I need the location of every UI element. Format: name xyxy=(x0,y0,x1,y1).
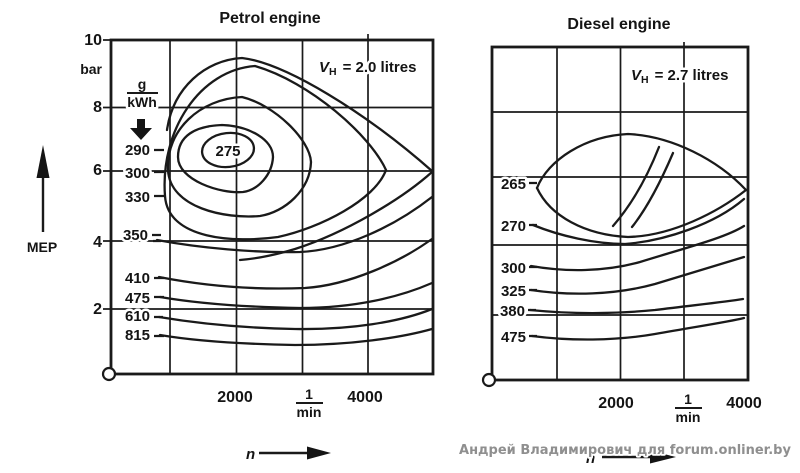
petrol-label-350: 350 xyxy=(123,227,148,244)
petrol-full-load-curve xyxy=(165,56,434,173)
petrol-contour-610 xyxy=(157,307,434,331)
diesel-contour-270 xyxy=(531,197,746,246)
petrol-ytick-6: 6 xyxy=(93,162,102,179)
petrol-y-axis-labels: 10 bar 8 6 4 2 xyxy=(80,32,102,318)
petrol-label-330: 330 xyxy=(125,189,150,206)
petrol-full-load-return xyxy=(238,170,434,262)
petrol-contours xyxy=(155,56,434,347)
petrol-n-arrow-icon xyxy=(307,446,331,460)
diesel-title: Diesel engine xyxy=(567,16,670,33)
diesel-contour-265-upper xyxy=(535,132,748,192)
petrol-contour-350 xyxy=(155,195,434,254)
petrol-label-815: 815 xyxy=(125,327,150,344)
petrol-contour-labels: 290 300 330 350 410 475 610 815 275 xyxy=(120,140,243,347)
diesel-plot: Diesel engine VH = 2.7 litres 265 270 300… xyxy=(481,16,762,467)
petrol-xtick-4000: 4000 xyxy=(347,389,383,406)
petrol-y-ticks xyxy=(103,39,111,310)
bsfc-unit-denominator: kWh xyxy=(127,94,157,110)
petrol-contour-290 xyxy=(176,123,275,194)
petrol-origin-marker xyxy=(101,366,117,382)
diesel-label-265: 265 xyxy=(501,176,526,193)
petrol-contour-275 xyxy=(200,131,256,169)
petrol-xtick-2000: 2000 xyxy=(217,389,253,406)
petrol-label-610: 610 xyxy=(125,308,150,325)
petrol-speed-axis-symbol: n xyxy=(246,446,331,463)
petrol-label-475: 475 xyxy=(125,290,150,307)
petrol-gridlines xyxy=(111,34,433,374)
diesel-vh-value: = 2.7 litres xyxy=(655,67,729,84)
petrol-label-410: 410 xyxy=(125,270,150,287)
mep-label: MEP xyxy=(27,239,57,255)
diesel-label-475: 475 xyxy=(501,329,526,346)
diesel-vh-subscript: H xyxy=(641,74,649,86)
diesel-inner-arc-a xyxy=(611,145,661,228)
diesel-label-325: 325 xyxy=(501,283,526,300)
diesel-xtick-4000: 4000 xyxy=(726,395,762,412)
petrol-optimum-label: 275 xyxy=(215,143,240,160)
bsfc-down-arrow-icon xyxy=(130,119,152,140)
petrol-contour-410 xyxy=(157,237,434,290)
diesel-n-symbol: n xyxy=(586,450,595,467)
petrol-title: Petrol engine xyxy=(219,10,320,27)
petrol-n-symbol: n xyxy=(246,446,255,463)
petrol-x-axis-labels: 2000 1 min 4000 xyxy=(217,386,383,420)
diesel-contour-300 xyxy=(529,224,746,272)
diesel-inner-arc-b xyxy=(630,151,675,229)
petrol-y-unit: bar xyxy=(80,61,102,77)
diesel-contour-labels: 265 270 300 325 380 475 xyxy=(497,174,537,349)
watermark-text: Андрей Владимирович для forum.onliner.by xyxy=(459,443,791,458)
diesel-contour-325 xyxy=(529,255,746,295)
petrol-bsfc-unit: g kWh xyxy=(125,74,159,140)
diesel-x-axis-labels: 2000 1 min 4000 xyxy=(598,391,762,425)
petrol-label-dashes xyxy=(152,148,164,338)
diesel-displacement-label: VH = 2.7 litres xyxy=(631,67,728,86)
diesel-contours xyxy=(528,132,748,341)
diesel-x-unit-denominator: min xyxy=(676,409,701,425)
petrol-vh-value: = 2.0 litres xyxy=(343,59,417,76)
diesel-label-300: 300 xyxy=(501,260,526,277)
diesel-origin-marker xyxy=(481,372,497,388)
petrol-contour-475 xyxy=(158,281,434,310)
petrol-x-unit-denominator: min xyxy=(297,404,322,420)
petrol-label-290: 290 xyxy=(125,142,150,159)
diesel-xtick-2000: 2000 xyxy=(598,395,634,412)
diesel-speed-axis-symbol: n xyxy=(586,450,676,467)
diesel-n-arrow-icon xyxy=(650,450,676,464)
diesel-label-380: 380 xyxy=(500,303,525,320)
diesel-x-unit-numerator: 1 xyxy=(684,391,692,407)
petrol-ytick-2: 2 xyxy=(93,301,102,318)
diesel-plot-border xyxy=(490,45,750,382)
mep-axis-annotation: MEP xyxy=(27,145,57,255)
diesel-label-dashes xyxy=(528,181,537,338)
petrol-vh-subscript: H xyxy=(329,66,337,78)
petrol-contour-815 xyxy=(158,327,434,347)
petrol-plot-border xyxy=(109,38,435,376)
petrol-plot: Petrol engine VH = 2.0 litres 10 bar 8 6 … xyxy=(80,10,435,463)
petrol-label-300: 300 xyxy=(125,165,150,182)
diesel-gridlines xyxy=(492,42,748,380)
petrol-displacement-label: VH = 2.0 litres xyxy=(319,59,416,78)
bsfc-unit-numerator: g xyxy=(138,76,147,92)
diesel-contour-380 xyxy=(528,297,745,315)
petrol-ytick-10: 10 xyxy=(84,32,102,49)
diesel-contour-265-lower xyxy=(535,186,748,239)
petrol-contour-330 xyxy=(163,64,388,241)
petrol-ytick-8: 8 xyxy=(93,99,102,116)
diesel-contour-475 xyxy=(530,316,746,341)
petrol-contour-300 xyxy=(166,95,313,218)
petrol-ytick-4: 4 xyxy=(93,234,102,251)
mep-arrow-icon xyxy=(36,145,50,178)
diesel-label-270: 270 xyxy=(501,218,526,235)
petrol-x-unit-numerator: 1 xyxy=(305,386,313,402)
